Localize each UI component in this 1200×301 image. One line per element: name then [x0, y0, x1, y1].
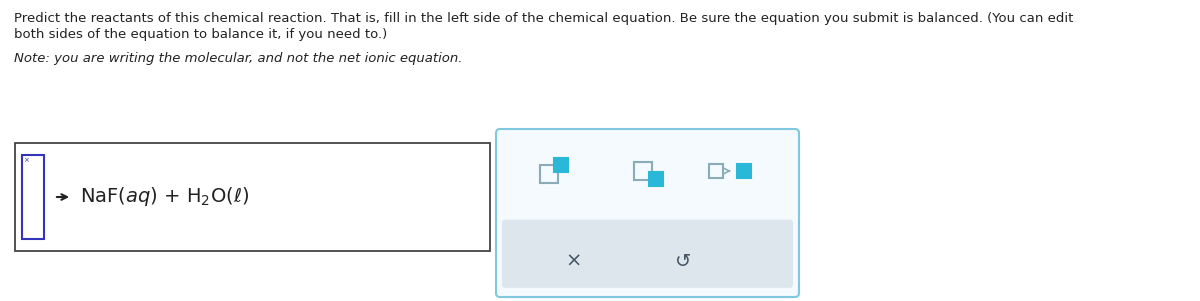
Bar	[22, 155, 44, 239]
Text: ×: ×	[565, 252, 582, 271]
Text: NaF$\mathit{(aq)}$ + H$_2$O$\mathit{(\ell)}$: NaF$\mathit{(aq)}$ + H$_2$O$\mathit{(\el…	[80, 185, 250, 209]
FancyBboxPatch shape	[502, 220, 793, 288]
Text: ↺: ↺	[674, 252, 691, 271]
Bar	[634, 162, 652, 180]
Bar	[554, 158, 568, 172]
Bar	[709, 164, 722, 178]
Text: Note: you are writing the molecular, and not the net ionic equation.: Note: you are writing the molecular, and…	[14, 52, 462, 65]
Bar	[648, 172, 662, 186]
Bar	[540, 165, 558, 183]
Text: Predict the reactants of this chemical reaction. That is, fill in the left side : Predict the reactants of this chemical r…	[14, 12, 1073, 25]
Text: both sides of the equation to balance it, if you need to.): both sides of the equation to balance it…	[14, 28, 388, 41]
Bar	[14, 143, 490, 251]
FancyBboxPatch shape	[496, 129, 799, 297]
Text: ×: ×	[23, 157, 29, 163]
Bar	[737, 164, 751, 178]
